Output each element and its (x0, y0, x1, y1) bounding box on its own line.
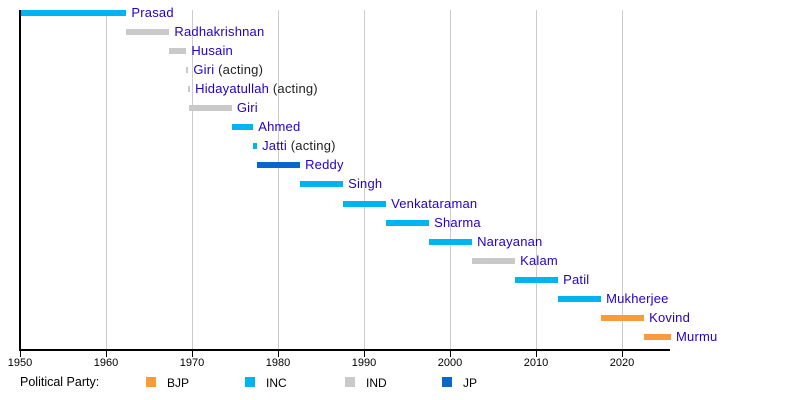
bar-kovind (601, 314, 645, 321)
x-tick-label-1970: 1970 (179, 357, 205, 369)
bar-ahmed (231, 124, 254, 131)
bar-hidayatullah-acting (188, 86, 191, 93)
bar-murmu (644, 333, 671, 340)
bar-giri (188, 105, 232, 112)
legend-swatch-bjp (146, 377, 156, 387)
president-name: Singh (348, 176, 383, 192)
x-tick-1960 (106, 351, 107, 357)
y-axis (19, 10, 21, 351)
legend-label-inc: INC (266, 376, 287, 390)
president-name: Patil (563, 271, 590, 287)
gridline-1970 (192, 10, 193, 349)
bar-label: Murmu (676, 329, 717, 345)
acting-suffix: (acting) (214, 62, 264, 78)
bar-label: Sharma (434, 215, 481, 231)
bar-label: Husain (191, 43, 233, 59)
x-tick-label-2010: 2010 (523, 357, 549, 369)
bar-label: Prasad (131, 5, 173, 21)
legend-label-bjp: BJP (167, 376, 190, 390)
president-name: Venkataraman (391, 195, 478, 211)
x-tick-label-1950: 1950 (7, 357, 33, 369)
gridline-1990 (364, 10, 365, 349)
president-name: Husain (191, 43, 233, 59)
bar-giri-acting (186, 67, 189, 74)
bar-label: Ahmed (258, 119, 300, 135)
bar-label: Venkataraman (391, 196, 477, 212)
bar-prasad (20, 10, 127, 16)
president-name: Mukherjee (606, 290, 669, 306)
president-name: Narayanan (477, 233, 543, 249)
president-name: Radhakrishnan (174, 24, 265, 40)
president-name: Jatti (262, 138, 287, 154)
legend-title: Political Party: (20, 375, 100, 389)
x-tick-1990 (364, 351, 365, 357)
president-name: Kalam (520, 252, 558, 268)
x-tick-label-2000: 2000 (437, 357, 463, 369)
x-tick-1950 (20, 351, 21, 357)
gridline-2010 (536, 10, 537, 349)
president-name: Sharma (434, 214, 481, 230)
president-name: Giri (193, 62, 215, 78)
legend-swatch-ind (345, 377, 355, 387)
bar-label: Giri (acting) (193, 62, 263, 78)
x-tick-2010 (536, 351, 537, 357)
bar-label: Patil (563, 272, 589, 288)
president-name: Hidayatullah (195, 81, 270, 97)
bar-label: Mukherjee (606, 291, 669, 307)
president-name: Giri (236, 100, 258, 116)
x-tick-1980 (278, 351, 279, 357)
bar-jatti-acting (253, 143, 258, 150)
x-tick-label-1980: 1980 (265, 357, 291, 369)
president-name: Kovind (649, 309, 691, 325)
gridline-1960 (106, 10, 107, 349)
legend-label-ind: IND (366, 376, 387, 390)
bar-venkataraman (343, 200, 387, 207)
bar-label: Jatti (acting) (262, 138, 336, 154)
gridline-2020 (622, 10, 623, 349)
bar-label: Kalam (520, 253, 558, 269)
x-tick-label-1960: 1960 (93, 357, 119, 369)
x-tick-label-2020: 2020 (609, 357, 635, 369)
bar-reddy (257, 162, 301, 169)
bar-husain (169, 48, 187, 55)
bar-label: Hidayatullah (acting) (195, 81, 318, 97)
legend-swatch-inc (245, 377, 255, 387)
acting-suffix: (acting) (269, 81, 318, 97)
bar-radhakrishnan (126, 29, 170, 36)
president-name: Reddy (305, 157, 344, 173)
bar-narayanan (429, 238, 473, 245)
president-name: Ahmed (258, 119, 301, 135)
bar-kalam (472, 257, 516, 264)
legend-label-jp: JP (463, 376, 478, 390)
x-tick-2000 (450, 351, 451, 357)
x-tick-1970 (192, 351, 193, 357)
president-name: Murmu (676, 328, 718, 344)
gridline-2000 (450, 10, 451, 349)
legend-swatch-jp (442, 377, 452, 387)
bar-singh (300, 181, 344, 188)
bar-label: Narayanan (477, 234, 542, 250)
x-axis (19, 349, 670, 351)
president-name: Prasad (131, 5, 174, 20)
bar-label: Kovind (649, 310, 690, 326)
bar-label: Radhakrishnan (174, 24, 264, 40)
bar-label: Reddy (305, 157, 344, 173)
bar-label: Singh (348, 176, 382, 192)
bar-label: Giri (237, 100, 258, 116)
bar-mukherjee (558, 295, 602, 302)
gridline-1980 (278, 10, 279, 349)
bar-sharma (386, 219, 430, 226)
bar-patil (515, 276, 559, 283)
acting-suffix: (acting) (286, 138, 336, 154)
x-tick-2020 (622, 351, 623, 357)
x-tick-label-1990: 1990 (351, 357, 377, 369)
